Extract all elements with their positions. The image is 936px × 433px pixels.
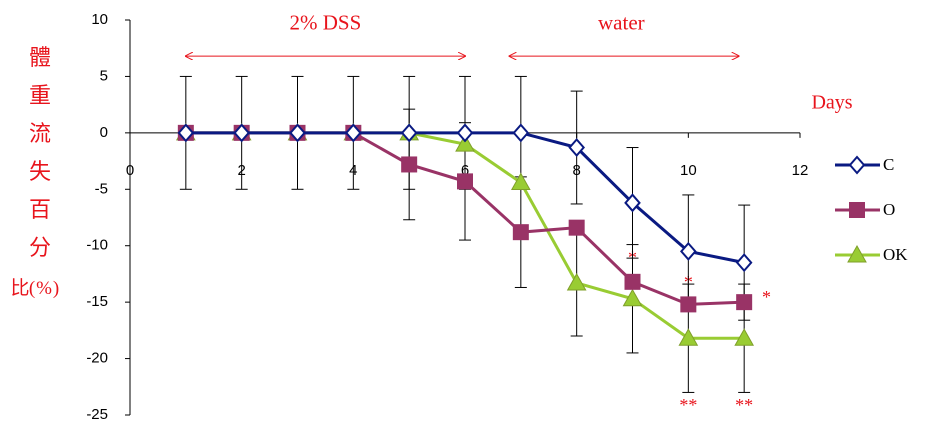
point <box>622 288 643 307</box>
y-tick-label: 5 <box>100 67 108 84</box>
point <box>512 123 530 143</box>
point <box>678 328 699 346</box>
point <box>512 224 529 241</box>
x-axis-label: Days <box>811 92 852 114</box>
y-tick-label: -5 <box>95 180 108 197</box>
y-label-char: 比 <box>10 277 29 299</box>
annotation: water <box>598 10 645 34</box>
y-label-char: 流 <box>29 121 51 146</box>
point <box>735 253 753 273</box>
legend-label: OK <box>883 245 908 264</box>
y-label-char: % <box>36 278 52 299</box>
point <box>455 134 475 152</box>
point <box>510 172 531 191</box>
point <box>456 123 474 143</box>
legend-marker <box>847 244 867 263</box>
y-label-char: 體 <box>29 45 51 70</box>
point <box>457 173 473 190</box>
y-tick-label: 10 <box>91 11 108 28</box>
point <box>624 193 641 213</box>
point <box>568 138 585 158</box>
y-tick-label: -25 <box>86 406 108 423</box>
x-tick-label: 10 <box>680 162 697 179</box>
point <box>401 156 418 173</box>
point <box>736 294 753 311</box>
point <box>624 273 641 290</box>
point <box>680 296 697 313</box>
annotation: * <box>762 287 771 307</box>
point <box>345 123 362 143</box>
legend-marker <box>848 155 866 175</box>
y-tick-label: -10 <box>86 237 108 254</box>
annotation: ** <box>679 395 697 415</box>
y-label-char: 失 <box>29 159 51 184</box>
legend-label: C <box>883 155 894 174</box>
x-tick-label: 12 <box>792 162 809 179</box>
y-tick-label: -15 <box>86 293 108 310</box>
y-label-char: ) <box>53 278 59 299</box>
y-label-char: ( <box>29 278 35 299</box>
y-tick-label: -20 <box>86 350 108 367</box>
y-label-char: 百 <box>29 197 51 222</box>
x-tick-label: 0 <box>126 162 134 179</box>
y-label-char: 重 <box>29 83 51 108</box>
legend-marker <box>849 202 865 218</box>
point <box>233 123 250 143</box>
y-label-char: 分 <box>29 235 51 260</box>
point <box>177 123 195 143</box>
annotation: 2% DSS <box>290 10 362 34</box>
y-axis-label: 體重流失百分比(%) <box>10 45 59 299</box>
y-tick-label: 0 <box>100 124 108 141</box>
point <box>568 219 585 236</box>
point <box>680 241 697 261</box>
point <box>734 328 755 346</box>
point <box>400 123 418 143</box>
annotation: ** <box>735 395 753 415</box>
point <box>289 123 306 143</box>
legend-label: O <box>883 200 895 219</box>
point <box>566 272 587 291</box>
